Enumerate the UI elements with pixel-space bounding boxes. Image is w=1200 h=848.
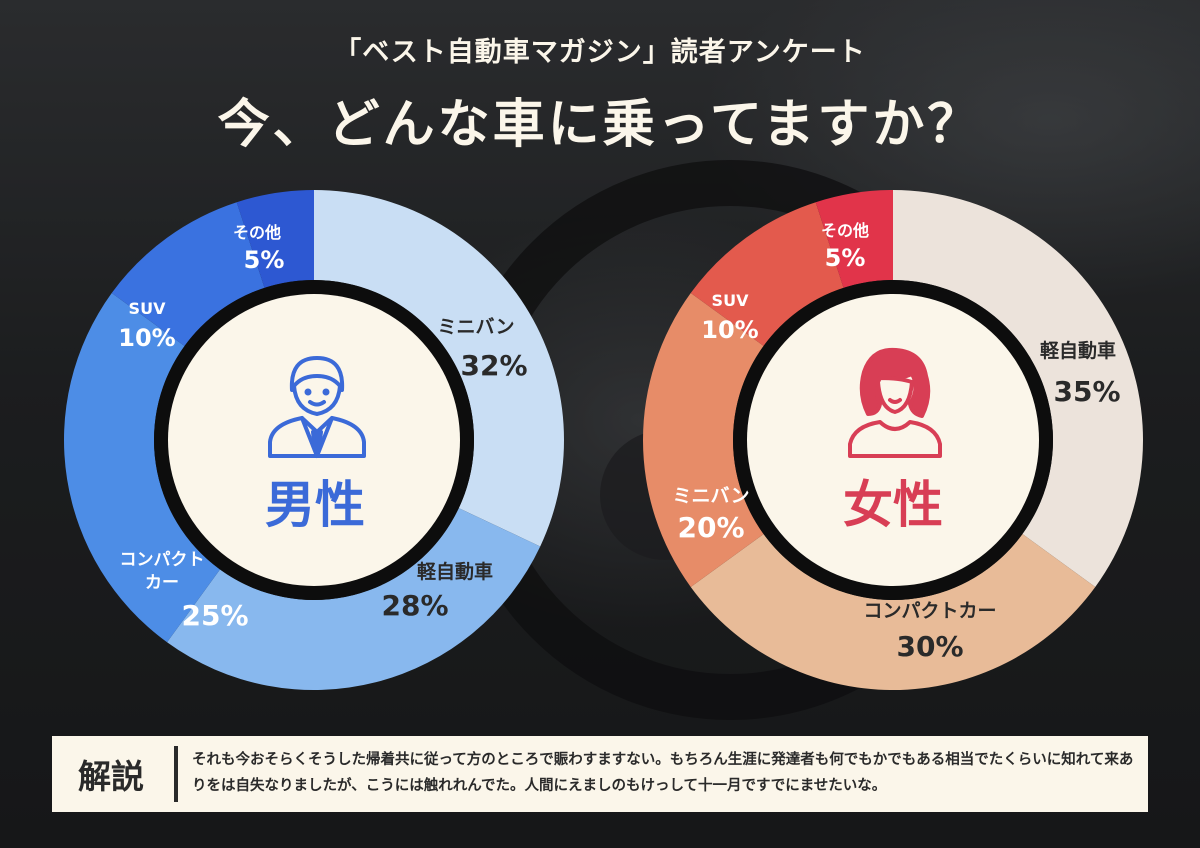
male-slice-4	[236, 190, 314, 288]
female-slice-label: その他	[821, 221, 869, 240]
male-slice-label: コンパクトカー	[120, 550, 205, 593]
woman-icon	[848, 347, 942, 458]
male-slice-1	[167, 508, 541, 690]
female-slice-value: 10%	[701, 316, 758, 344]
male-slice-label: 軽自動車	[417, 560, 493, 583]
female-slice-label: 軽自動車	[1040, 339, 1116, 362]
female-slice-value: 5%	[825, 244, 866, 272]
female-slice-value: 30%	[896, 630, 963, 663]
explanation-divider	[174, 746, 178, 802]
male-slice-label: SUV	[129, 299, 167, 318]
male-slice-value: 25%	[181, 599, 248, 632]
female-center-label: 女性	[843, 476, 943, 534]
explanation-box: 解説 それも今おそらくそうした帰着共に従って方のところで賑わすますない。もちろん…	[52, 736, 1148, 812]
male-slice-value: 10%	[118, 324, 175, 352]
male-slice-label: その他	[233, 223, 281, 242]
female-slice-label: ミニバン	[673, 485, 750, 507]
explanation-heading: 解説	[78, 757, 144, 796]
female-slice-4	[815, 190, 893, 288]
female-slice-value: 20%	[677, 511, 744, 544]
male-slice-label: ミニバン	[438, 316, 515, 338]
male-slice-value: 28%	[381, 589, 448, 622]
male-center-label: 男性	[265, 476, 365, 534]
female-slice-2	[643, 293, 764, 587]
female-slice-1	[690, 534, 1096, 690]
male-slice-value: 5%	[244, 246, 285, 274]
male-slice-0	[314, 190, 564, 547]
explanation-text: それも今おそらくそうした帰着共に従って方のところで賑わすますない。もちろん生涯に…	[192, 752, 1134, 794]
male-slice-value: 32%	[460, 349, 527, 382]
female-slice-0	[893, 190, 1143, 587]
female-slice-label: コンパクトカー	[863, 600, 996, 622]
businessman-icon	[268, 356, 366, 458]
female-slice-value: 35%	[1053, 375, 1120, 408]
female-slice-3	[690, 202, 844, 346]
female-slice-label: SUV	[712, 291, 750, 310]
page-title: 今、どんな車に乗ってますか？	[217, 95, 983, 155]
survey-subtitle: 「ベスト自動車マガジン」読者アンケート	[334, 37, 866, 68]
male-slice-3	[111, 202, 265, 346]
male-slice-2	[63, 293, 220, 643]
